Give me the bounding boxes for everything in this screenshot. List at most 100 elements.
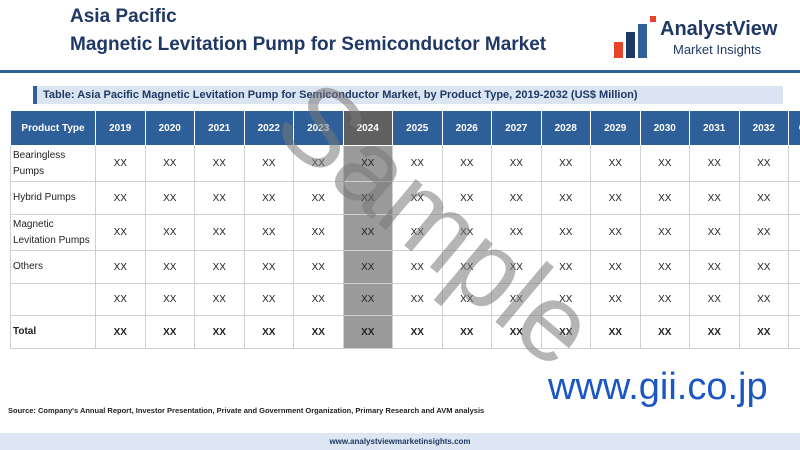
table-cell: XX [590,145,641,182]
table-cell: XX [95,283,146,316]
table-cell: XX [540,214,591,251]
column-header: 2019 [95,110,146,146]
table-cell: XX [243,181,294,215]
table-cell: XX [293,214,344,251]
row-label: Others [10,250,96,284]
column-header: 2025 [392,110,443,146]
table-cell: XX [738,250,789,284]
table-cell: XX [491,145,542,182]
table-cell: XX [590,214,641,251]
table-cell: XX [342,315,393,349]
column-header: 2022 [243,110,294,146]
table-cell: XX [689,214,740,251]
column-header: 2031 [689,110,740,146]
table-cell: XX [392,315,443,349]
table-cell: XX [639,145,690,182]
table-cell: XX [293,250,344,284]
table-cell: XX [293,181,344,215]
column-header: 2023 [293,110,344,146]
table-cell: XX [95,181,146,215]
row-label: Bearingless Pumps [10,145,96,182]
table-cell: XX [738,181,789,215]
column-header: 2027 [491,110,542,146]
table-cell: XX [689,315,740,349]
table-cell: XX [342,283,393,316]
table-cell: XX [392,181,443,215]
table-cell: XX [342,145,393,182]
column-header: 2021 [194,110,245,146]
row-label [10,283,96,316]
row-label: Magnetic Levitation Pumps [10,214,96,251]
table-cell: XX [392,283,443,316]
table-cell: XX [95,315,146,349]
table-cell: XX [689,250,740,284]
title: Asia Pacific [70,6,177,27]
table-cell: XX [194,250,245,284]
data-table: Product Type 2019 2020 2021 2022 2023 2024 2025… [10,110,800,349]
table-cell: XX [639,181,690,215]
logo-name: AnalystView [660,18,778,40]
column-header: 2032 [738,110,789,146]
table-row: TotalXXXXXXXXXXXXXXXXXXXXXXXXXXXXXX% [10,315,800,349]
table-row: Hybrid Pumps XX XX XX XX XX XX XX XX XX XX XX XX XX XX… [10,181,800,215]
row-label: Hybrid Pumps [10,181,96,215]
table-cell: XX [293,283,344,316]
table-cell: XX% [788,283,800,316]
table-cell: XX% [788,250,800,284]
table-cell: XX [144,145,195,182]
table-cell: XX [590,181,641,215]
table-cell: XX% [788,145,800,182]
table-cell: XX [194,214,245,251]
table-cell: XX% [788,181,800,215]
divider [0,70,800,73]
logo-tagline: Market Insights [673,42,762,57]
column-header: Product Type [10,110,96,146]
table-cell: XX% [788,214,800,251]
table-cell: XX [95,145,146,182]
table-cell: XX [590,315,641,349]
column-header: 2020 [144,110,195,146]
table-cell: XX [95,214,146,251]
table-cell: XX [342,250,393,284]
table-cell: XX [144,181,195,215]
table-cell: XX [243,315,294,349]
table-cell: XX [144,250,195,284]
table-caption: Table: Asia Pacific Magnetic Levitation … [33,86,783,104]
column-header: 2029 [590,110,641,146]
logo-icon [614,16,656,58]
table-cell: XX [243,250,294,284]
column-header: CAGR [788,110,800,146]
table-cell: XX [689,283,740,316]
title: Magnetic Levitation Pump for Semiconduct… [70,34,547,55]
table-cell: XX [342,214,393,251]
table-cell: XX [639,214,690,251]
table-cell: XX [144,283,195,316]
table-cell: XX [689,181,740,215]
column-header: 2024 [342,110,393,146]
table-cell: XX [689,145,740,182]
table-cell: XX [441,181,492,215]
table-cell: XX [243,214,294,251]
table-cell: XX [194,145,245,182]
footer: www.analystviewmarketinsights.com [0,433,800,450]
table-cell: XX [392,145,443,182]
table-cell: XX [738,145,789,182]
table-cell: XX [194,181,245,215]
table-cell: XX [144,214,195,251]
site-url: www.gii.co.jp [548,366,768,408]
column-header: 2030 [639,110,690,146]
column-header: 2028 [540,110,591,146]
table-cell: XX [144,315,195,349]
table-cell: XX [738,214,789,251]
table-cell: XX [738,283,789,316]
table-cell: XX [639,315,690,349]
table-cell: XX [194,283,245,316]
table-cell: XX [491,283,542,316]
table-cell: XX [639,283,690,316]
table-cell: XX [293,315,344,349]
table-cell: XX [738,315,789,349]
table-cell: XX [639,250,690,284]
